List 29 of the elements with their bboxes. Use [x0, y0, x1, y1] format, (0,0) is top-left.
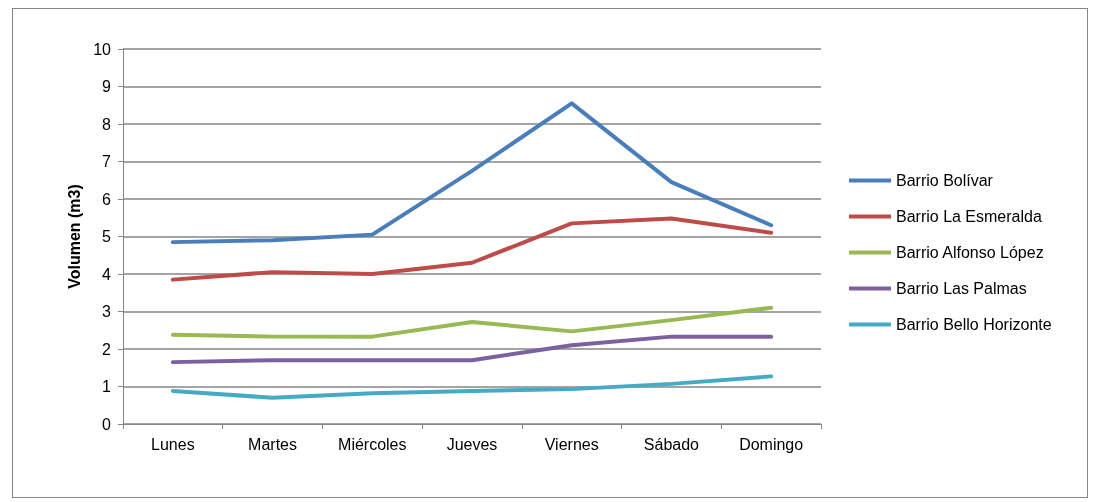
- x-tick-label: Viernes: [544, 435, 599, 453]
- legend-label: Barrio Las Palmas: [896, 280, 1027, 297]
- y-tick-label: 10: [93, 40, 112, 58]
- y-axis-title: Volumen (m3): [65, 184, 83, 289]
- line-series: [170, 101, 774, 245]
- legend-label: Barrio La Esmeralda: [896, 208, 1042, 225]
- y-tick-label: 3: [102, 303, 112, 320]
- y-tick-label: 7: [102, 153, 112, 170]
- line-series: [170, 374, 774, 400]
- y-tick-label: 6: [102, 190, 112, 208]
- x-tick-label: Sábado: [643, 435, 700, 453]
- line-series: [170, 305, 774, 339]
- x-tick-label: Lunes: [151, 435, 195, 453]
- legend-label: Barrio Bello Horizonte: [896, 316, 1052, 333]
- x-tick-label: Domingo: [739, 435, 804, 453]
- y-tick-label: 2: [102, 340, 112, 358]
- y-tick-label: 1: [102, 378, 112, 395]
- y-tick-label: 4: [102, 265, 112, 283]
- y-tick-label: 0: [102, 415, 112, 433]
- y-tick-label: 9: [102, 78, 112, 95]
- x-tick-label: Martes: [248, 435, 298, 453]
- y-tick-label: 5: [102, 228, 112, 245]
- x-tick-label: Jueves: [446, 435, 498, 453]
- line-series: [170, 334, 774, 365]
- line-series: [170, 216, 774, 282]
- x-tick-label: Miércoles: [338, 435, 407, 453]
- y-tick-label: 8: [102, 115, 112, 133]
- legend-label: Barrio Alfonso López: [896, 244, 1044, 261]
- legend-label: Barrio Bolívar: [896, 172, 994, 189]
